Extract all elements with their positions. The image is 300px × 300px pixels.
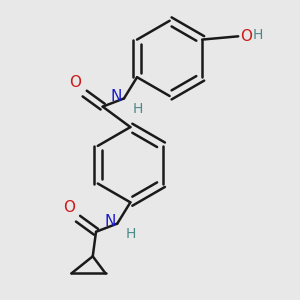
Text: O: O bbox=[69, 75, 81, 90]
Text: O: O bbox=[240, 29, 252, 44]
Text: H: H bbox=[125, 227, 136, 241]
Text: O: O bbox=[63, 200, 75, 215]
Text: H: H bbox=[132, 102, 142, 116]
Text: N: N bbox=[104, 214, 116, 230]
Text: N: N bbox=[111, 89, 122, 104]
Text: H: H bbox=[253, 28, 263, 42]
